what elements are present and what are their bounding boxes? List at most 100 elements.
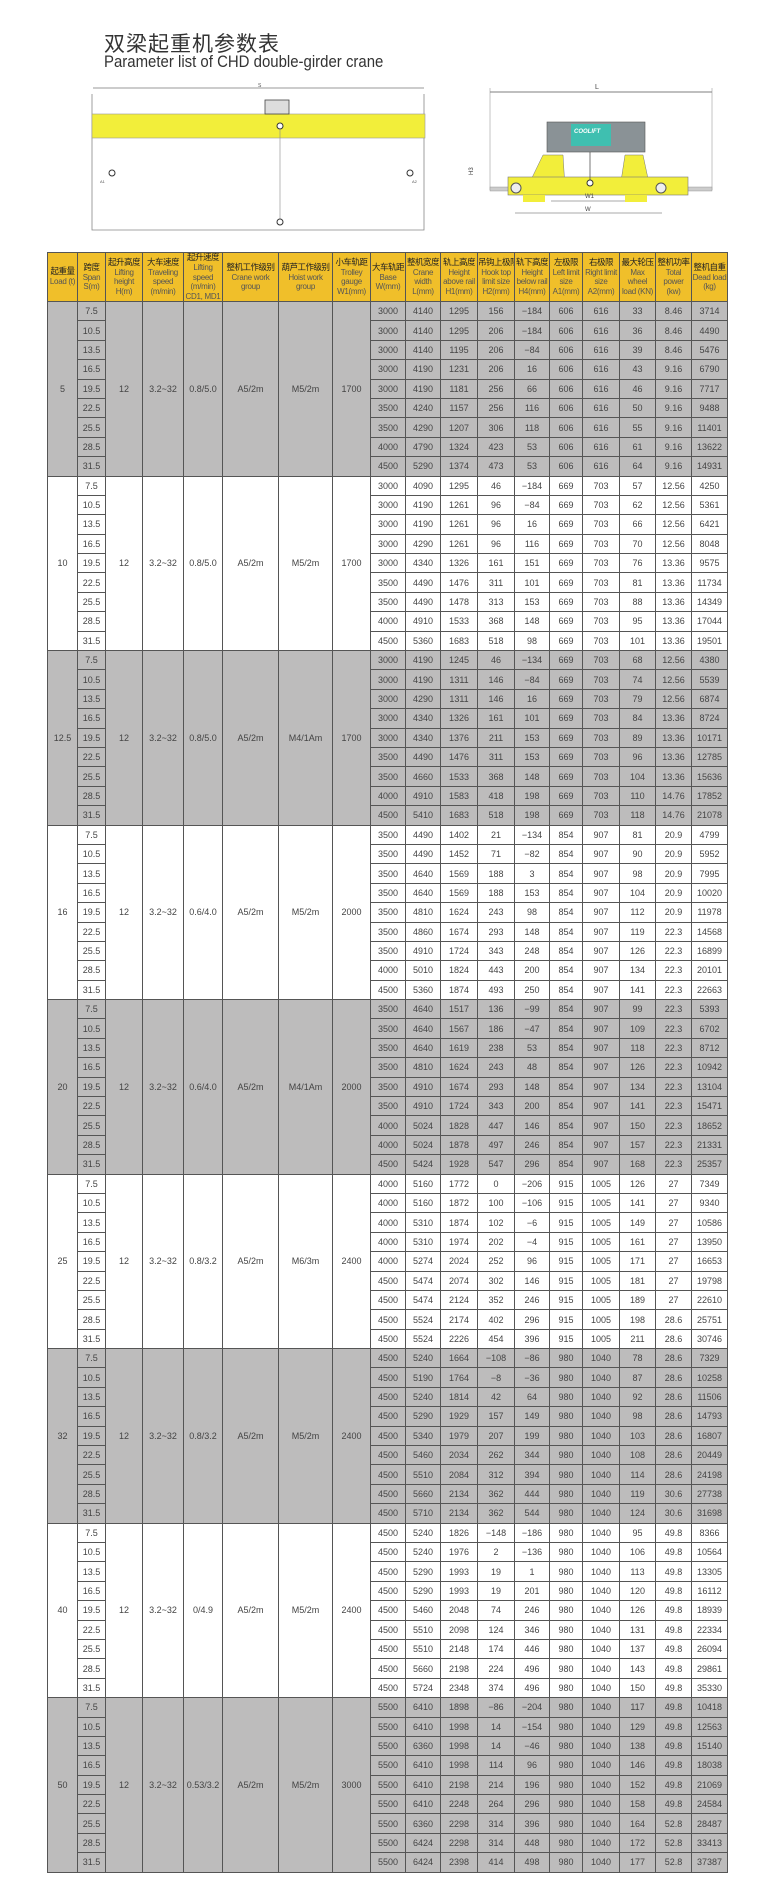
hook-top-limit-cell: 264 [477, 1794, 515, 1815]
right-limit-cell: 1040 [582, 1774, 620, 1796]
span-cell: 28.5 [77, 1483, 106, 1505]
table-row: 28.5 4000 4910 1583 418 198 669 703 110 14.76 1785… [48, 785, 728, 807]
crane-work-group-cell: A5/2m [222, 824, 279, 1001]
total-power-cell: 30.6 [655, 1483, 692, 1505]
right-limit-cell: 907 [582, 960, 620, 981]
lifting-speed-cell: 0.8/5.0 [183, 475, 223, 652]
height-above-rail-cell: 1402 [440, 824, 478, 845]
left-limit-cell: 669 [549, 591, 583, 613]
end-carriage [507, 176, 689, 196]
span-cell: 19.5 [77, 378, 106, 399]
total-power-cell: 27 [655, 1251, 692, 1272]
total-power-cell: 13.36 [655, 630, 692, 652]
base-cell: 4000 [370, 611, 406, 632]
height-above-rail-cell: 1583 [440, 785, 478, 807]
max-wheel-load-cell: 84 [619, 708, 656, 729]
left-limit-cell: 980 [549, 1386, 583, 1408]
column-header: 小车轨距 Trolley gauge W1(mm) [332, 252, 371, 302]
parameter-table: 起重量 Load (t) 跨度 Span S(m) 起升高度 Lifting height… [47, 252, 728, 1873]
column-header-en: Left limit size A1(mm) [552, 267, 580, 296]
total-power-cell: 20.9 [655, 863, 692, 884]
span-cell: 22.5 [77, 1794, 106, 1815]
span-cell: 31.5 [77, 1503, 106, 1524]
height-below-rail-cell: −36 [514, 1367, 550, 1388]
dead-load-cell: 15636 [691, 766, 728, 787]
base-cell: 5500 [370, 1852, 406, 1873]
left-limit-cell: 606 [549, 456, 583, 477]
total-power-cell: 49.8 [655, 1697, 692, 1718]
traveling-speed-cell: 3.2~32 [142, 301, 184, 477]
base-cell: 3000 [370, 708, 406, 729]
base-cell: 4000 [370, 785, 406, 807]
total-power-cell: 20.9 [655, 824, 692, 845]
span-cell: 16.5 [77, 359, 106, 380]
right-limit-cell: 703 [582, 514, 620, 535]
span-cell: 7.5 [77, 1348, 106, 1369]
table-row: 16.5 5500 6410 1998 114 96 980 1040 146 49.8 18038 [48, 1755, 728, 1776]
max-wheel-load-cell: 198 [619, 1309, 656, 1330]
crane-width-cell: 4140 [405, 339, 441, 361]
height-above-rail-cell: 2084 [440, 1464, 478, 1485]
base-cell: 3500 [370, 843, 406, 865]
height-above-rail-cell: 2198 [440, 1658, 478, 1679]
dead-load-cell: 10418 [691, 1697, 728, 1718]
total-power-cell: 22.3 [655, 999, 692, 1020]
hook-top-limit-cell: 211 [477, 727, 515, 748]
height-above-rail-cell: 2034 [440, 1445, 478, 1466]
crane-width-cell: 4640 [405, 863, 441, 884]
crane-width-cell: 4860 [405, 921, 441, 942]
span-cell: 16.5 [77, 1231, 106, 1253]
left-limit-cell: 606 [549, 417, 583, 438]
crane-width-cell: 4910 [405, 1076, 441, 1098]
total-power-cell: 20.9 [655, 902, 692, 923]
hook-low-icon [276, 218, 284, 226]
crane-width-cell: 5410 [405, 805, 441, 826]
right-limit-cell: 703 [582, 494, 620, 516]
crane-width-cell: 5240 [405, 1386, 441, 1408]
crane-work-group-cell: A5/2m [222, 301, 279, 477]
max-wheel-load-cell: 134 [619, 960, 656, 981]
lifting-speed-cell: 0.8/5.0 [183, 301, 223, 477]
base-cell: 4500 [370, 1483, 406, 1505]
base-cell: 5500 [370, 1716, 406, 1737]
base-cell: 4500 [370, 1309, 406, 1330]
total-power-cell: 12.56 [655, 669, 692, 690]
max-wheel-load-cell: 126 [619, 1057, 656, 1078]
dead-load-cell: 16899 [691, 940, 728, 962]
height-above-rail-cell: 1619 [440, 1037, 478, 1059]
right-limit-cell: 1040 [582, 1619, 620, 1640]
max-wheel-load-cell: 126 [619, 1173, 656, 1194]
hook-top-limit-cell: −148 [477, 1522, 515, 1544]
crane-width-cell: 5460 [405, 1600, 441, 1621]
left-limit-cell: 915 [549, 1231, 583, 1253]
table-row: 13.5 3000 4190 1261 96 16 669 703 66 12.56 6421 [48, 514, 728, 535]
total-power-cell: 20.9 [655, 843, 692, 865]
total-power-cell: 13.36 [655, 591, 692, 613]
a1-label: A1 [100, 179, 106, 184]
base-cell: 4500 [370, 1154, 406, 1175]
right-limit-cell: 1040 [582, 1813, 620, 1834]
right-limit-cell: 1005 [582, 1231, 620, 1253]
height-above-rail-cell: 1724 [440, 1096, 478, 1117]
crane-work-group-cell: A5/2m [222, 999, 279, 1175]
table-row: 10.5 3000 4190 1261 96 −84 669 703 62 12.56 5361 [48, 494, 728, 516]
column-header: 整机自重 Dead load (kg) [691, 252, 728, 302]
total-power-cell: 22.3 [655, 1096, 692, 1117]
table-row: 13.5 4000 5310 1874 102 −6 915 1005 149 27 10586 [48, 1212, 728, 1233]
crane-width-cell: 4910 [405, 1096, 441, 1117]
crane-width-cell: 5360 [405, 630, 441, 652]
dead-load-cell: 13950 [691, 1231, 728, 1253]
dead-load-cell: 6421 [691, 514, 728, 535]
span-cell: 10.5 [77, 1192, 106, 1214]
table-row: 13.5 4500 5290 1993 19 1 980 1040 113 49.8 13305 [48, 1561, 728, 1582]
crane-width-cell: 6410 [405, 1755, 441, 1776]
table-row: 22.5 3500 4490 1476 311 153 669 703 96 13.36 12785 [48, 746, 728, 768]
height-below-rail-cell: −4 [514, 1231, 550, 1253]
span-cell: 31.5 [77, 1154, 106, 1175]
max-wheel-load-cell: 66 [619, 514, 656, 535]
height-below-rail-cell: 149 [514, 1406, 550, 1427]
total-power-cell: 52.8 [655, 1813, 692, 1834]
right-limit-cell: 1040 [582, 1852, 620, 1873]
dead-load-cell: 5539 [691, 669, 728, 690]
height-below-rail-cell: −134 [514, 824, 550, 845]
